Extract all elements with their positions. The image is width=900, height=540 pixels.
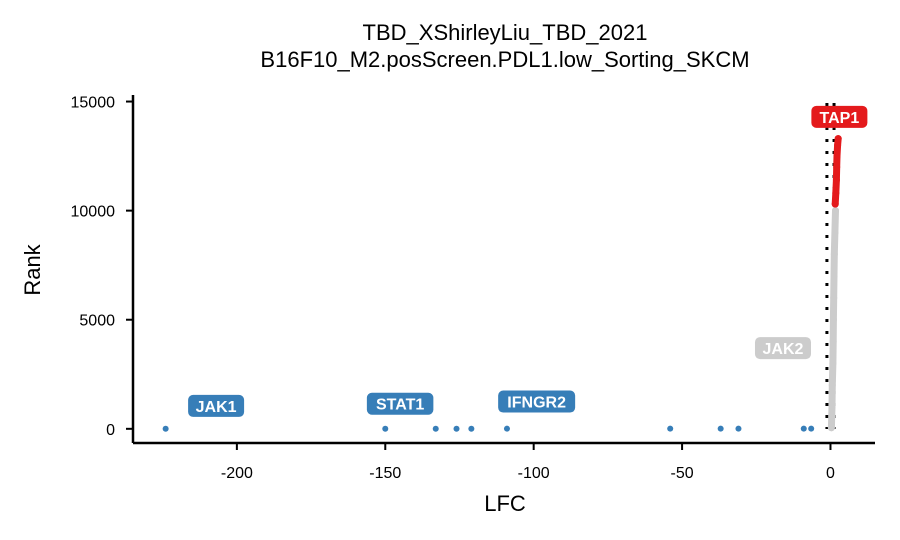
positive-point-5 xyxy=(834,141,842,149)
x-tick-label: 0 xyxy=(826,465,835,482)
neutral-point-9 xyxy=(831,228,839,236)
negative-point-7 xyxy=(717,425,724,432)
neutral-point-4 xyxy=(829,338,837,346)
x-tick-label: -50 xyxy=(671,465,694,482)
negative-point-10 xyxy=(808,425,815,432)
negative-point-0 xyxy=(162,425,169,432)
neutral-point-2 xyxy=(828,381,836,389)
neutral-point-5 xyxy=(829,316,837,324)
gene-label-stat1: STAT1 xyxy=(376,397,424,414)
gene-label-jak2: JAK2 xyxy=(763,341,804,358)
neutral-point-8 xyxy=(830,250,838,258)
y-tick-label: 15000 xyxy=(71,95,116,112)
negative-point-8 xyxy=(735,425,742,432)
negative-point-6 xyxy=(667,425,674,432)
negative-point-1 xyxy=(382,425,389,432)
gene-label-box xyxy=(811,105,868,128)
x-axis-title: LFC xyxy=(484,491,526,516)
y-tick-label: 5000 xyxy=(79,313,115,330)
gene-label-ifngr2: IFNGR2 xyxy=(507,395,566,412)
negative-point-5 xyxy=(503,425,510,432)
y-tick-label: 10000 xyxy=(71,204,116,221)
gene-label-tap1: TAP1 xyxy=(820,110,860,127)
gene-label-box xyxy=(754,337,811,360)
negative-point-9 xyxy=(800,425,807,432)
positive-point-4 xyxy=(833,152,841,160)
neutral-point-1 xyxy=(828,403,836,411)
gene-label-box xyxy=(366,392,434,415)
x-tick-label: -200 xyxy=(221,465,253,482)
neutral-point-10 xyxy=(832,207,840,215)
x-tick-label: -150 xyxy=(369,465,401,482)
neutral-point-0 xyxy=(827,424,835,432)
neutral-point-7 xyxy=(830,272,838,280)
positive-point-3 xyxy=(833,163,841,171)
y-axis-title: Rank xyxy=(20,243,45,295)
chart-subtitle: B16F10_M2.posScreen.PDL1.low_Sorting_SKC… xyxy=(260,47,749,72)
positive-point-1 xyxy=(832,189,840,197)
plot-area: -200 -150 -100 -50 0 0 5000 10000 15000 JAK1 STAT1… xyxy=(71,95,875,482)
neutral-point-6 xyxy=(830,294,838,302)
y-tick-label: 0 xyxy=(106,422,115,439)
negative-point-3 xyxy=(453,425,460,432)
gene-label-box xyxy=(188,394,245,417)
positive-point-6 xyxy=(834,135,842,143)
positive-point-2 xyxy=(832,176,840,184)
negative-point-2 xyxy=(432,425,439,432)
chart-title: TBD_XShirleyLiu_TBD_2021 xyxy=(363,20,648,45)
gene-label-box xyxy=(498,390,576,413)
negative-point-4 xyxy=(468,425,475,432)
gene-label-jak1: JAK1 xyxy=(196,399,237,416)
neutral-point-3 xyxy=(829,359,837,367)
positive-point-0 xyxy=(831,200,839,208)
x-tick-label: -100 xyxy=(518,465,550,482)
